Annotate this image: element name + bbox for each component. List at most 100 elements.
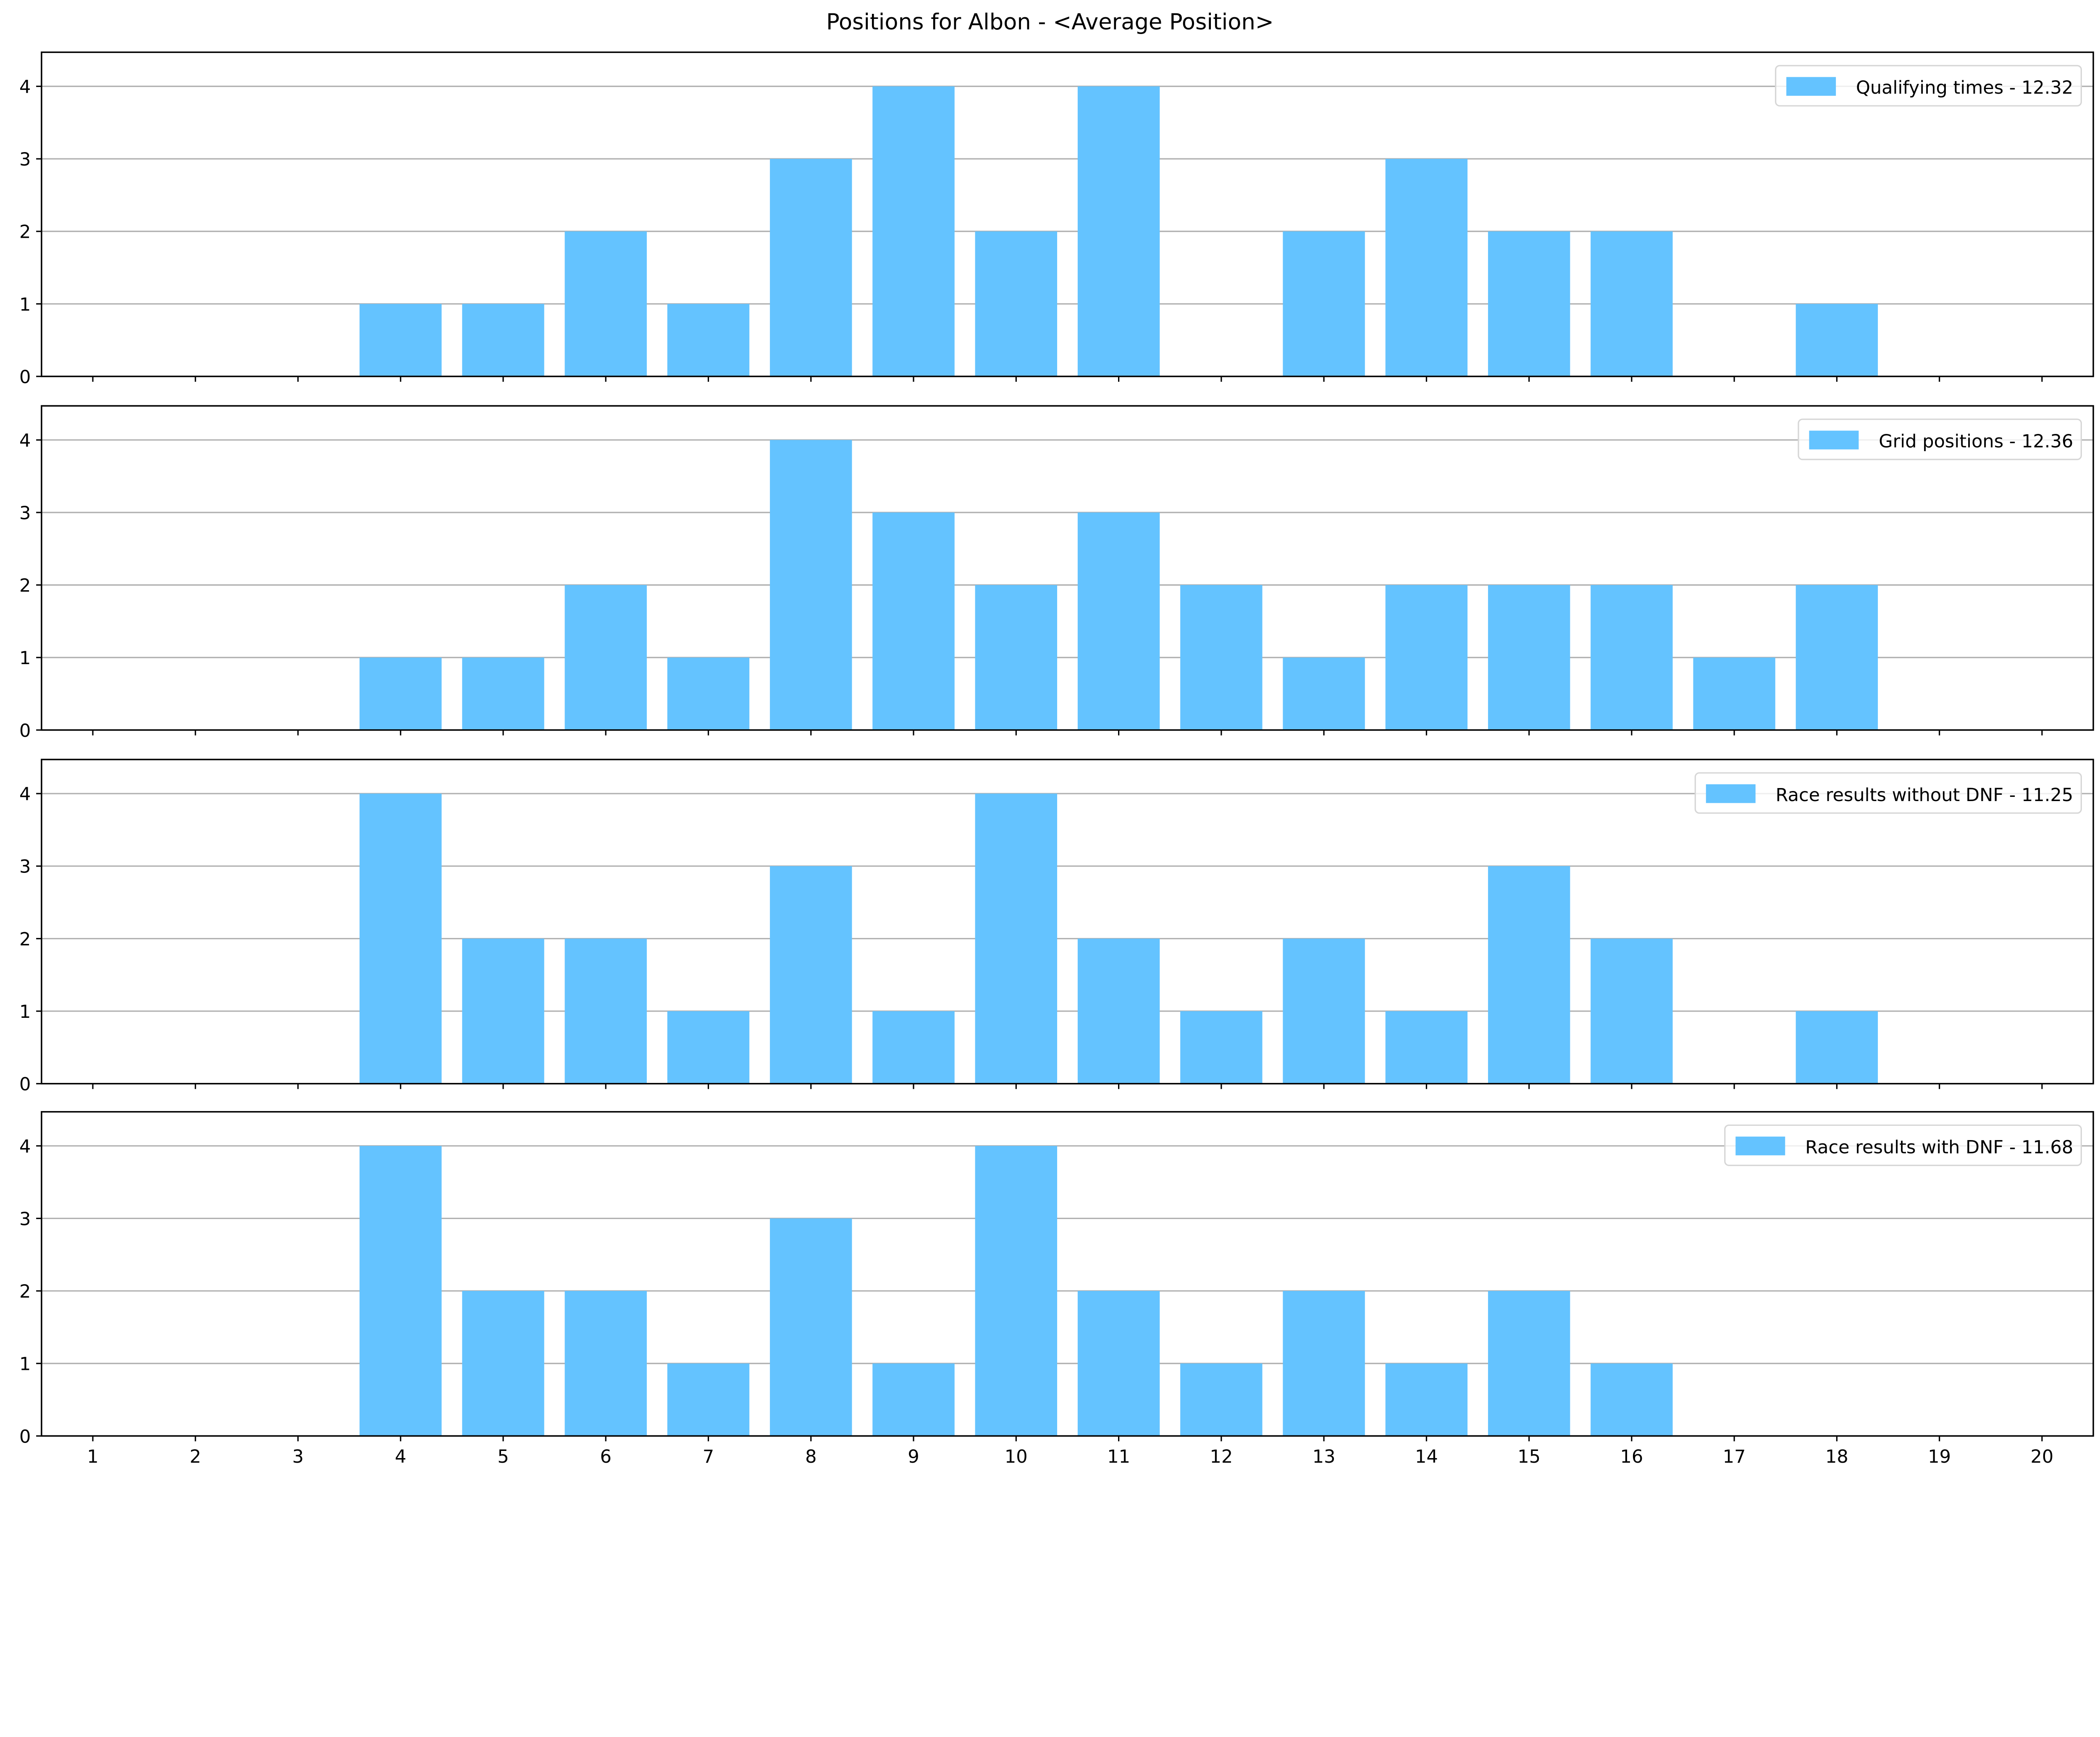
legend: Race results without DNF - 11.25 bbox=[1694, 772, 2082, 814]
y-tick-label: 3 bbox=[19, 857, 31, 878]
bar-11 bbox=[1077, 512, 1160, 730]
bar-11 bbox=[1077, 86, 1160, 377]
y-tick-label: 0 bbox=[19, 720, 31, 741]
bar-14 bbox=[1385, 1363, 1468, 1436]
y-tick-label: 1 bbox=[19, 1354, 31, 1375]
legend-label: Qualifying times - 12.32 bbox=[1856, 77, 2073, 98]
x-tick-label: 10 bbox=[1005, 1446, 1028, 1467]
bar-7 bbox=[667, 1363, 750, 1436]
y-tick-label: 0 bbox=[19, 1426, 31, 1447]
bar-15 bbox=[1488, 1291, 1570, 1436]
bar-5 bbox=[462, 304, 544, 377]
bar-16 bbox=[1591, 938, 1673, 1084]
y-tick-label: 4 bbox=[19, 1136, 31, 1157]
chart-figure: Positions for Albon - <Average Position>… bbox=[19, 9, 2094, 1467]
bar-16 bbox=[1591, 231, 1673, 377]
y-tick-label: 2 bbox=[19, 575, 31, 597]
bar-6 bbox=[564, 938, 647, 1084]
legend-box bbox=[1724, 1124, 2082, 1166]
x-tick-label: 6 bbox=[600, 1446, 612, 1467]
y-tick-label: 4 bbox=[19, 784, 31, 805]
bar-17 bbox=[1693, 657, 1775, 730]
bar-6 bbox=[564, 585, 647, 730]
legend: Grid positions - 12.36 bbox=[1798, 418, 2082, 460]
legend: Qualifying times - 12.32 bbox=[1775, 65, 2082, 107]
bar-15 bbox=[1488, 231, 1570, 377]
axes-frame bbox=[41, 759, 2094, 1085]
bar-13 bbox=[1283, 231, 1365, 377]
subplots: 0 1 2 3 4 Qualifying times - 12.32 0 1 2 3 4 Grid p… bbox=[19, 51, 2094, 1467]
y-tick-label: 0 bbox=[19, 1074, 31, 1095]
bar-5 bbox=[462, 1291, 544, 1436]
bar-18 bbox=[1796, 1011, 1878, 1084]
bar-13 bbox=[1283, 657, 1365, 730]
legend-swatch bbox=[1735, 1136, 1785, 1156]
legend-box bbox=[1798, 418, 2082, 460]
bar-16 bbox=[1591, 1363, 1673, 1436]
bar-16 bbox=[1591, 585, 1673, 730]
bar-12 bbox=[1180, 1363, 1263, 1436]
x-tick-label: 15 bbox=[1517, 1446, 1541, 1467]
x-tick-label: 13 bbox=[1312, 1446, 1336, 1467]
subplot-2: 0 1 2 3 4 Grid positions - 12.36 bbox=[19, 405, 2094, 741]
x-tick-label: 4 bbox=[395, 1446, 406, 1467]
bar-12 bbox=[1180, 1011, 1263, 1084]
legend-box bbox=[1694, 772, 2082, 814]
x-tick-label: 19 bbox=[1928, 1446, 1951, 1467]
bar-11 bbox=[1077, 938, 1160, 1084]
x-tick-label: 9 bbox=[908, 1446, 919, 1467]
y-tick-label: 4 bbox=[19, 430, 31, 451]
y-tick-label: 2 bbox=[19, 929, 31, 950]
x-tick-label: 8 bbox=[805, 1446, 816, 1467]
bar-9 bbox=[872, 86, 955, 377]
y-tick-label: 2 bbox=[19, 222, 31, 243]
bar-4 bbox=[360, 1146, 442, 1436]
y-tick-label: 3 bbox=[19, 503, 31, 524]
bar-15 bbox=[1488, 866, 1570, 1084]
bar-12 bbox=[1180, 585, 1263, 730]
bar-10 bbox=[975, 794, 1058, 1084]
bar-13 bbox=[1283, 938, 1365, 1084]
subplot-1: 0 1 2 3 4 Qualifying times - 12.32 bbox=[19, 51, 2094, 388]
bar-15 bbox=[1488, 585, 1570, 730]
legend-swatch bbox=[1706, 784, 1756, 803]
legend-label: Grid positions - 12.36 bbox=[1879, 431, 2073, 452]
legend-swatch bbox=[1786, 77, 1836, 96]
x-tick-label: 14 bbox=[1415, 1446, 1438, 1467]
bar-18 bbox=[1796, 304, 1878, 377]
x-tick-label: 11 bbox=[1107, 1446, 1130, 1467]
bar-10 bbox=[975, 585, 1058, 730]
y-tick-label: 3 bbox=[19, 1209, 31, 1230]
y-tick-label: 1 bbox=[19, 294, 31, 315]
x-tick-label: 16 bbox=[1620, 1446, 1643, 1467]
bar-8 bbox=[770, 440, 852, 730]
x-tick-label: 5 bbox=[497, 1446, 509, 1467]
bar-4 bbox=[360, 657, 442, 730]
bar-18 bbox=[1796, 585, 1878, 730]
bar-14 bbox=[1385, 585, 1468, 730]
chart-title: Positions for Albon - <Average Position> bbox=[826, 9, 1274, 35]
y-tick-label: 0 bbox=[19, 367, 31, 388]
bar-14 bbox=[1385, 159, 1468, 377]
subplot-3: 0 1 2 3 4 Race results without DNF - 11.25 bbox=[19, 759, 2094, 1095]
bar-9 bbox=[872, 1011, 955, 1084]
bar-6 bbox=[564, 231, 647, 377]
bar-7 bbox=[667, 657, 750, 730]
x-tick-label: 18 bbox=[1825, 1446, 1848, 1467]
bar-8 bbox=[770, 1218, 852, 1436]
bar-7 bbox=[667, 1011, 750, 1084]
bar-6 bbox=[564, 1291, 647, 1436]
bar-8 bbox=[770, 159, 852, 377]
bar-4 bbox=[360, 304, 442, 377]
legend: Race results with DNF - 11.68 bbox=[1724, 1124, 2082, 1166]
legend-label: Race results without DNF - 11.25 bbox=[1776, 785, 2074, 806]
x-tick-label: 7 bbox=[703, 1446, 714, 1467]
bar-9 bbox=[872, 1363, 955, 1436]
x-tick-label: 20 bbox=[2031, 1446, 2054, 1467]
bar-10 bbox=[975, 231, 1058, 377]
bar-8 bbox=[770, 866, 852, 1084]
bar-9 bbox=[872, 512, 955, 730]
y-tick-label: 3 bbox=[19, 149, 31, 170]
bar-14 bbox=[1385, 1011, 1468, 1084]
